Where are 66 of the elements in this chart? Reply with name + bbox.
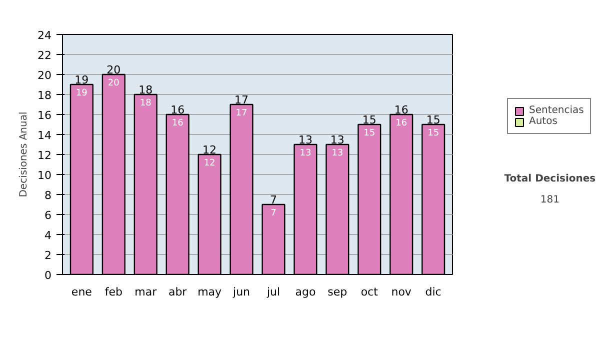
data-label: 13: [332, 148, 344, 158]
bar: [422, 124, 446, 274]
y-tick-label: 18: [38, 89, 52, 102]
bar: [326, 144, 350, 274]
y-tick-label: 20: [38, 69, 52, 82]
y-tick-label: 10: [38, 169, 52, 182]
y-tick-label: 24: [38, 29, 52, 42]
bar: [262, 204, 286, 274]
x-tick-label: ago: [295, 286, 316, 298]
legend-label: Autos: [529, 116, 558, 127]
x-tick-label: nov: [391, 286, 412, 298]
data-label: 15: [364, 128, 376, 138]
total-label: 19: [74, 74, 89, 86]
x-tick-label: sep: [328, 286, 348, 298]
total-label: 17: [234, 94, 249, 106]
y-tick-label: 12: [38, 149, 52, 162]
text: Total Decisiones: [504, 174, 596, 184]
total-label: 13: [298, 134, 312, 146]
bar: [134, 94, 158, 274]
data-label: 16: [172, 118, 184, 128]
x-tick-label: jun: [232, 286, 250, 298]
total-label: 16: [170, 104, 185, 116]
bar: [230, 104, 254, 274]
y-tick-label: 22: [38, 49, 52, 62]
total-label: 15: [426, 114, 440, 126]
total-label: 13: [330, 134, 344, 146]
data-label: 12: [204, 158, 216, 168]
total-label: 15: [362, 114, 376, 126]
total-label: 16: [394, 104, 408, 116]
x-tick-label: oct: [360, 286, 379, 298]
data-label: 13: [300, 148, 312, 158]
x-tick-label: jul: [266, 286, 280, 298]
y-tick-label: 2: [44, 249, 52, 262]
data-label: 17: [236, 108, 248, 118]
y-tick-label: 0: [44, 269, 52, 282]
bar: [294, 144, 318, 274]
legend-label: Sentencias: [529, 105, 584, 116]
x-tick-label: may: [198, 286, 222, 298]
y-tick-label: 16: [38, 109, 52, 122]
bar: [390, 114, 414, 274]
data-label: 16: [396, 118, 408, 128]
y-tick-label: 14: [38, 129, 52, 142]
data-label: 15: [428, 128, 440, 138]
x-tick-label: dic: [425, 286, 442, 298]
total-label: 12: [202, 144, 217, 156]
bar: [166, 114, 190, 274]
y-axis-title: Decisiones Anual: [18, 112, 30, 198]
x-tick-label: feb: [104, 286, 122, 298]
y-tick-label: 4: [44, 229, 52, 242]
total-label: 20: [106, 64, 121, 76]
total-label: 18: [138, 84, 153, 96]
data-label: 19: [76, 88, 88, 98]
data-label: 7: [270, 208, 276, 218]
x-tick-label: abr: [168, 286, 188, 298]
text: 181: [540, 194, 560, 206]
y-tick-label: 8: [44, 189, 52, 202]
y-tick-label: 6: [44, 209, 52, 222]
bar: [358, 124, 382, 274]
data-label: 20: [108, 78, 120, 88]
x-tick-label: mar: [134, 286, 158, 298]
x-tick-label: ene: [71, 286, 92, 298]
data-label: 18: [140, 98, 152, 108]
bar: [198, 154, 222, 274]
bar: [70, 84, 94, 274]
bar: [102, 74, 126, 274]
total-label: 7: [270, 194, 277, 206]
